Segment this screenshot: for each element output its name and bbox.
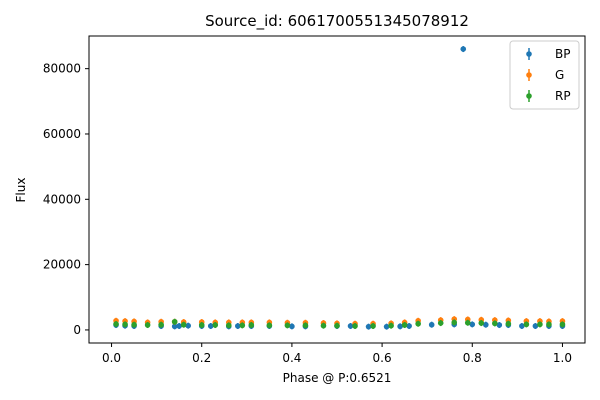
x-tick-label: 1.0 xyxy=(553,351,572,365)
data-point xyxy=(460,46,467,52)
y-axis-label: Flux xyxy=(14,178,28,203)
data-point xyxy=(158,321,164,328)
data-point xyxy=(532,323,539,329)
y-tick-label: 60000 xyxy=(43,127,81,141)
data-point xyxy=(469,321,476,328)
data-point xyxy=(171,323,178,330)
x-tick-label: 0.2 xyxy=(192,351,211,365)
x-axis-label: Phase @ P:0.6521 xyxy=(283,371,392,385)
data-point xyxy=(365,323,372,330)
data-point xyxy=(370,323,376,329)
chart-title: Source_id: 6061700551345078912 xyxy=(205,12,469,31)
data-point xyxy=(397,323,403,330)
data-point xyxy=(212,322,219,328)
data-point xyxy=(302,322,309,329)
data-point xyxy=(537,321,543,328)
legend-entry-g: G xyxy=(526,68,564,82)
data-point xyxy=(401,322,408,328)
data-point xyxy=(266,322,273,329)
data-point xyxy=(492,320,498,327)
x-tick-label: 0.6 xyxy=(373,351,392,365)
data-point xyxy=(483,321,489,328)
series-rp xyxy=(113,318,566,330)
data-point xyxy=(334,322,340,329)
data-point xyxy=(225,322,232,329)
x-axis-ticks: 0.0 0.2 0.4 0.6 0.8 1.0 xyxy=(102,343,572,365)
legend-entry-rp: RP xyxy=(526,89,571,103)
data-point xyxy=(113,321,119,327)
data-point xyxy=(559,321,566,328)
x-tick-label: 0.8 xyxy=(463,351,482,365)
data-point xyxy=(171,318,178,325)
data-point xyxy=(198,322,205,328)
data-point xyxy=(505,320,512,327)
data-point xyxy=(248,322,255,328)
y-axis-ticks: 0 20000 40000 60000 80000 xyxy=(43,62,89,337)
data-point xyxy=(437,320,444,326)
data-point xyxy=(388,322,394,329)
y-tick-label: 20000 xyxy=(43,258,81,272)
plot-area-frame xyxy=(88,35,586,344)
data-point xyxy=(180,321,187,328)
data-point xyxy=(144,322,151,328)
data-point xyxy=(383,323,390,330)
data-point xyxy=(496,322,503,328)
data-point xyxy=(239,322,246,329)
y-tick-label: 80000 xyxy=(43,62,81,76)
data-point xyxy=(523,321,530,328)
data-point xyxy=(284,322,291,329)
data-point xyxy=(235,323,241,329)
data-point xyxy=(320,322,327,329)
data-point xyxy=(207,323,214,329)
legend-marker xyxy=(526,93,532,99)
data-point xyxy=(185,322,191,329)
legend-label: RP xyxy=(555,89,571,103)
legend-frame xyxy=(509,40,580,110)
x-tick-label: 0.4 xyxy=(282,351,301,365)
x-tick-label: 0.0 xyxy=(102,351,121,365)
data-point xyxy=(519,323,525,329)
legend-label: G xyxy=(555,68,564,82)
data-point xyxy=(289,323,295,330)
data-point xyxy=(347,323,354,329)
data-point xyxy=(478,320,485,326)
y-tick-label: 0 xyxy=(73,323,81,337)
legend-label: BP xyxy=(555,47,570,61)
data-point xyxy=(352,323,358,329)
data-point xyxy=(451,319,458,326)
legend-marker xyxy=(526,72,532,78)
data-point xyxy=(415,320,421,327)
data-point xyxy=(406,323,412,329)
data-point xyxy=(131,321,137,328)
data-point xyxy=(546,321,552,328)
y-tick-label: 40000 xyxy=(43,192,81,206)
legend: BP G RP xyxy=(509,40,580,110)
data-point xyxy=(428,321,435,328)
data-point xyxy=(464,319,471,326)
legend-marker xyxy=(526,51,532,57)
data-point xyxy=(176,323,182,329)
data-point xyxy=(122,321,128,328)
legend-entry-bp: BP xyxy=(526,47,570,61)
data-points xyxy=(113,46,566,330)
